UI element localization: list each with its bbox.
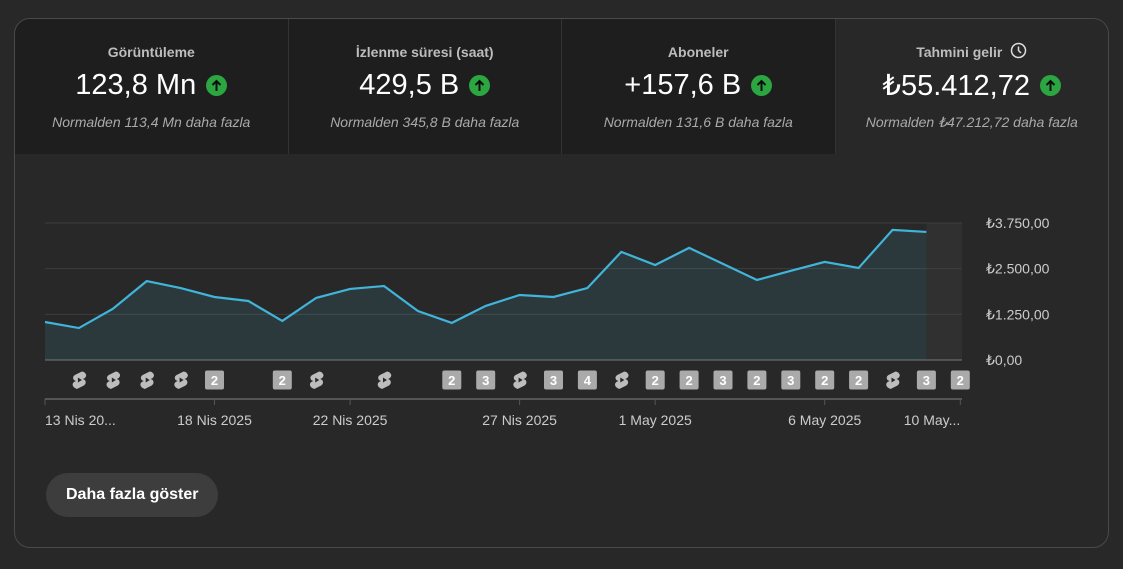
metric-value: ₺55.412,72 — [882, 69, 1030, 102]
metric-value: +157,6 B — [624, 68, 742, 101]
metric-comparison: Normalden 131,6 B daha fazla — [603, 114, 793, 130]
metric-comparison: Normalden 345,8 B daha fazla — [330, 114, 520, 130]
tab-watch-time[interactable]: İzlenme süresi (saat) 429,5 B Normalden … — [288, 19, 562, 154]
arrow-up-icon — [469, 74, 491, 96]
metric-title: Tahmini gelir — [916, 44, 1003, 60]
metric-title: İzlenme süresi (saat) — [355, 44, 494, 60]
tab-views[interactable]: Görüntüleme 123,8 Mn Normalden 113,4 Mn … — [15, 19, 289, 154]
metric-title: Aboneler — [667, 44, 729, 60]
arrow-up-icon — [1039, 74, 1061, 96]
metric-comparison: Normalden 113,4 Mn daha fazla — [52, 114, 251, 130]
arrow-up-icon — [206, 74, 228, 96]
show-more-button[interactable]: Daha fazla göster — [46, 473, 219, 517]
clock-icon[interactable] — [1010, 42, 1027, 62]
metric-value: 123,8 Mn — [75, 68, 197, 101]
tab-subscribers[interactable]: Aboneler +157,6 B Normalden 131,6 B daha… — [562, 19, 836, 154]
analytics-card: Görüntüleme 123,8 Mn Normalden 113,4 Mn … — [14, 18, 1109, 548]
metric-value: 429,5 B — [359, 68, 460, 101]
metric-title: Görüntüleme — [107, 44, 195, 60]
metric-tabs: Görüntüleme 123,8 Mn Normalden 113,4 Mn … — [15, 19, 1108, 154]
metric-comparison: Normalden ₺47.212,72 daha fazla — [865, 114, 1078, 130]
tab-estimated-revenue[interactable]: Tahmini gelir ₺55.412,72 Normalden ₺47.2… — [835, 19, 1108, 154]
arrow-up-icon — [751, 74, 773, 96]
